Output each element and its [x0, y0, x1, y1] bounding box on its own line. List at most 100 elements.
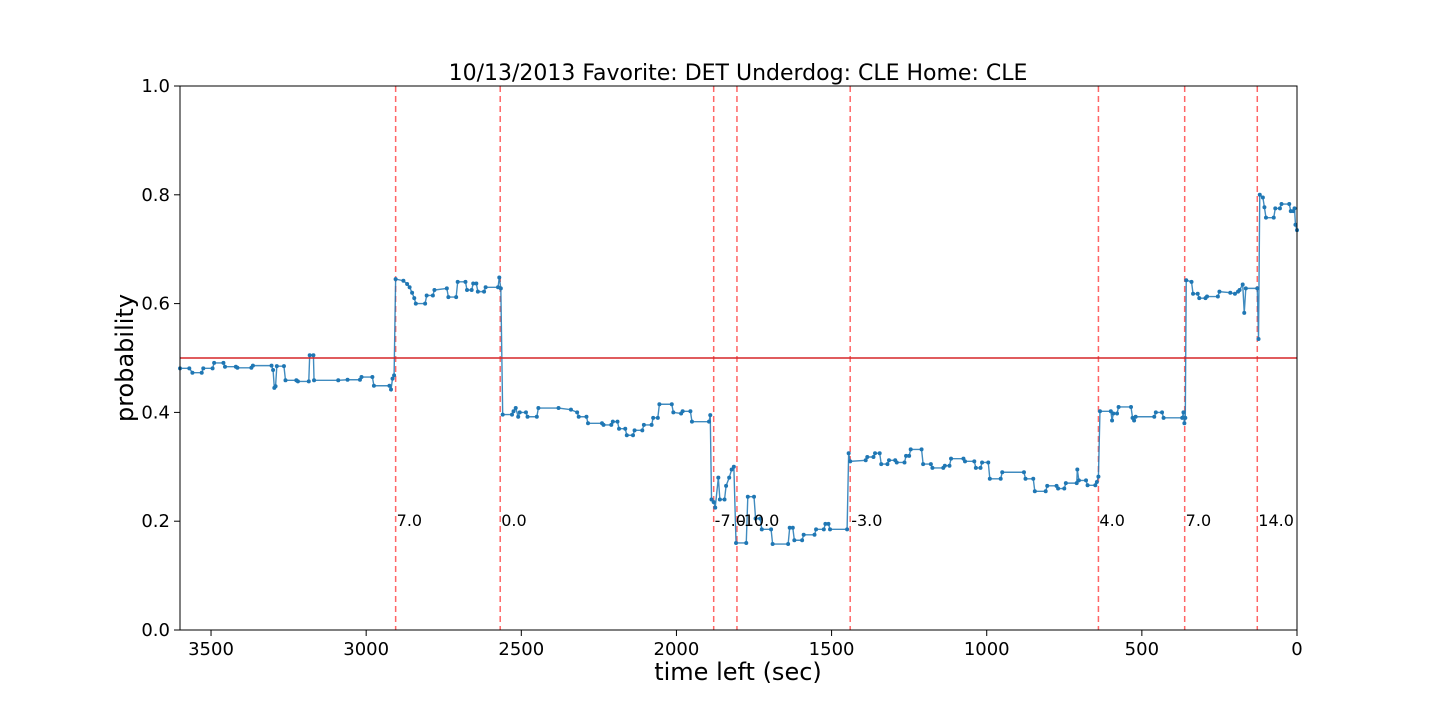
- data-point: [307, 353, 312, 358]
- data-point: [1271, 215, 1276, 220]
- data-point: [973, 465, 978, 470]
- data-point: [770, 542, 775, 547]
- data-point: [651, 415, 656, 420]
- data-point: [1279, 202, 1284, 207]
- data-point: [745, 494, 750, 499]
- data-point: [729, 467, 734, 472]
- y-tick-label: 0.4: [141, 402, 170, 423]
- data-point: [1085, 483, 1090, 488]
- data-point: [828, 527, 833, 532]
- data-point: [556, 406, 561, 411]
- data-point: [371, 383, 376, 388]
- data-point: [786, 542, 791, 547]
- data-point: [707, 419, 712, 424]
- data-point: [576, 414, 581, 419]
- y-tick-label: 0.6: [141, 294, 170, 315]
- data-point: [942, 463, 947, 468]
- data-point: [1180, 415, 1185, 420]
- event-label-1: 0.0: [501, 511, 526, 530]
- data-point: [1000, 470, 1005, 475]
- data-point: [879, 462, 884, 467]
- data-point: [744, 540, 749, 545]
- data-point: [1263, 215, 1268, 220]
- data-point: [463, 279, 468, 284]
- y-tick-label: 0.8: [141, 185, 170, 206]
- data-point: [1084, 478, 1089, 483]
- data-point: [370, 375, 375, 380]
- data-point: [1063, 481, 1068, 486]
- data-point: [711, 500, 716, 505]
- data-point: [846, 451, 851, 456]
- data-point: [1161, 415, 1166, 420]
- data-point: [919, 447, 924, 452]
- data-point: [1116, 404, 1121, 409]
- data-point: [187, 366, 192, 371]
- data-point: [498, 286, 503, 291]
- data-point: [716, 475, 721, 480]
- data-point: [274, 364, 279, 369]
- data-point: [601, 422, 606, 427]
- series-layer: [178, 192, 1299, 547]
- data-point: [221, 360, 226, 365]
- data-point: [814, 527, 819, 532]
- data-point: [769, 527, 774, 532]
- data-point: [623, 426, 628, 431]
- event-label-7: 14.0: [1258, 511, 1294, 530]
- data-point: [1217, 289, 1222, 294]
- x-tick-label: 3000: [343, 639, 389, 660]
- data-point: [640, 428, 645, 433]
- data-point: [469, 288, 474, 292]
- data-point: [525, 414, 530, 419]
- data-point: [517, 410, 522, 415]
- data-point: [271, 367, 276, 372]
- data-point: [283, 378, 288, 383]
- data-point: [1152, 414, 1157, 419]
- data-point: [1205, 294, 1210, 299]
- data-point: [1243, 286, 1248, 291]
- data-point: [902, 460, 907, 465]
- data-point: [873, 451, 878, 456]
- data-point: [657, 402, 662, 407]
- data-point: [689, 419, 694, 424]
- data-point: [717, 497, 722, 502]
- data-point: [295, 379, 300, 384]
- data-point: [1074, 481, 1079, 486]
- x-tick-label: 0: [1291, 639, 1302, 660]
- event-annotations: 7.0 0.0 -7.0-10.0 -3.0 4.0 7.0 14.0: [397, 511, 1294, 530]
- data-point: [727, 475, 732, 480]
- event-label-4: -3.0: [851, 511, 882, 530]
- data-point: [359, 375, 364, 380]
- data-point: [709, 497, 714, 502]
- data-point: [430, 293, 435, 298]
- data-point: [269, 363, 274, 368]
- data-point: [1277, 206, 1282, 211]
- data-point: [311, 353, 316, 358]
- data-point: [1273, 206, 1278, 211]
- data-point: [1043, 489, 1048, 494]
- data-point: [199, 370, 204, 375]
- data-point: [759, 527, 764, 532]
- data-point: [1160, 410, 1165, 415]
- data-point: [575, 410, 580, 415]
- data-point: [210, 366, 215, 371]
- event-label-2: -7.0: [715, 511, 746, 530]
- data-point: [1293, 222, 1298, 227]
- data-point: [877, 451, 882, 456]
- data-point: [801, 532, 806, 537]
- data-point: [1215, 294, 1220, 299]
- data-point: [1262, 205, 1267, 210]
- data-point: [405, 282, 410, 287]
- data-point: [1129, 404, 1133, 409]
- x-tick-label: 2000: [654, 639, 700, 660]
- data-point: [387, 383, 392, 388]
- data-point: [1096, 474, 1101, 479]
- x-tick-label: 500: [1125, 639, 1159, 660]
- y-tick-label: 1.0: [141, 76, 170, 97]
- data-point: [1232, 291, 1237, 296]
- data-point: [949, 456, 954, 461]
- data-point: [1256, 336, 1261, 341]
- data-point: [641, 422, 646, 427]
- x-tick-label: 1000: [964, 639, 1010, 660]
- data-point: [688, 409, 693, 414]
- data-point: [1237, 288, 1242, 292]
